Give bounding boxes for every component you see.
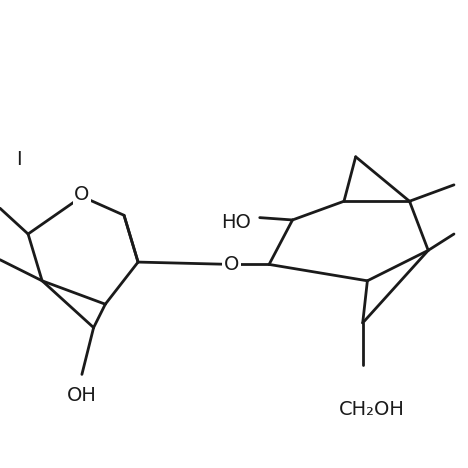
Text: CH₂OH: CH₂OH xyxy=(339,400,405,419)
Text: O: O xyxy=(74,185,89,204)
Text: O: O xyxy=(224,255,239,274)
Text: I: I xyxy=(16,150,22,168)
Text: OH: OH xyxy=(67,386,97,405)
Text: HO: HO xyxy=(221,213,251,232)
